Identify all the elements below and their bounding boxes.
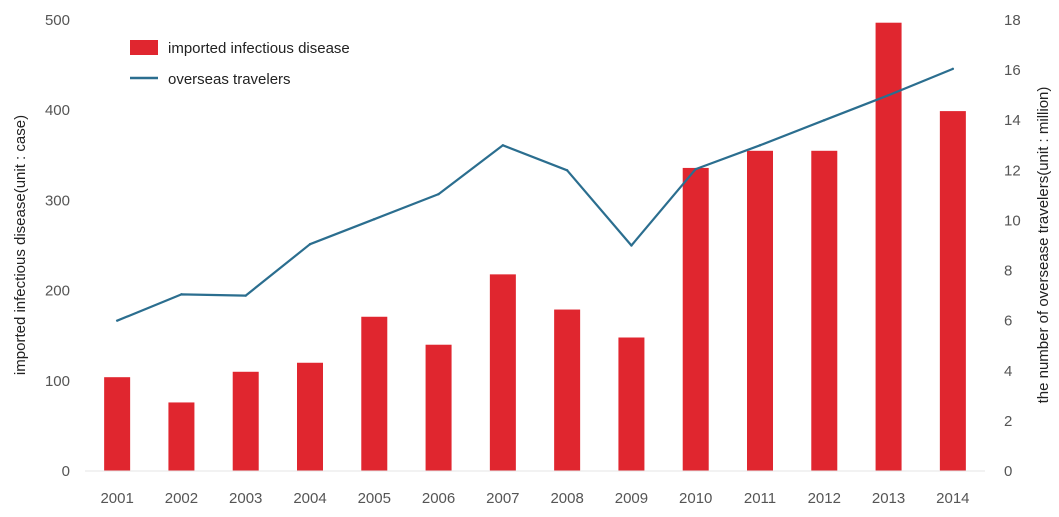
bar-series (104, 22, 966, 472)
bar-2005 (361, 316, 388, 471)
legend-label-bar: imported infectious disease (168, 40, 350, 57)
line-point-2008 (565, 169, 569, 172)
line-point-2005 (373, 217, 376, 221)
x-tick-label: 2014 (936, 490, 969, 507)
bar-2010 (682, 167, 709, 472)
bar-2012 (811, 150, 838, 472)
y2-tick-label: 16 (1004, 62, 1021, 79)
x-tick-label: 2004 (293, 490, 326, 507)
line-point-2001 (115, 319, 119, 322)
y-tick-label: 200 (45, 283, 70, 300)
y2-axis-title: the number of oversease travelers(unit :… (1035, 87, 1052, 404)
y2-tick-label: 2 (1004, 413, 1012, 430)
bar-2002 (168, 402, 195, 471)
left-axis-ticks: 0 100 200 300 400 500 (45, 12, 70, 480)
y2-tick-label: 10 (1004, 212, 1021, 229)
y-tick-label: 100 (45, 373, 70, 390)
y2-tick-label: 14 (1004, 112, 1021, 129)
y-axis-title: imported infectious disease(unit : case) (12, 115, 29, 375)
y-tick-label: 400 (45, 102, 70, 119)
line-point-2006 (437, 192, 440, 196)
bar-2001 (104, 377, 131, 471)
x-tick-label: 2003 (229, 490, 262, 507)
line-point-2004 (308, 243, 312, 246)
line-series (115, 67, 955, 322)
y2-tick-label: 6 (1004, 313, 1012, 330)
y-tick-label: 500 (45, 12, 70, 29)
x-tick-label: 2008 (550, 490, 583, 507)
line-point-2009 (630, 244, 633, 247)
y2-tick-label: 4 (1004, 363, 1012, 380)
line-point-2011 (758, 144, 762, 147)
line-point-2010 (694, 167, 697, 171)
bar-2008 (554, 309, 581, 471)
x-tick-label: 2001 (100, 490, 133, 507)
y2-tick-label: 18 (1004, 12, 1021, 29)
bar-2011 (747, 150, 773, 472)
right-axis-ticks: 0 2 4 6 8 10 12 14 16 18 (1004, 12, 1021, 480)
legend-swatch-bar (130, 40, 158, 55)
x-axis-ticks: 2001 2002 2003 2004 2005 2006 2007 2008 2009 2010… (100, 490, 969, 507)
legend-label-line: overseas travelers (168, 71, 291, 88)
x-tick-label: 2009 (615, 490, 648, 507)
y-tick-label: 0 (62, 463, 70, 480)
bar-2004 (297, 362, 323, 471)
line-point-2013 (887, 93, 890, 97)
bar-2009 (618, 337, 645, 471)
y2-tick-label: 8 (1004, 263, 1012, 280)
line-overseas-travelers (116, 67, 954, 322)
bar-2007 (489, 274, 516, 471)
legend: imported infectious disease overseas tra… (130, 40, 350, 88)
bar-2014 (939, 111, 966, 472)
x-tick-label: 2013 (872, 490, 905, 507)
line-point-2002 (180, 293, 183, 296)
x-tick-label: 2006 (422, 490, 455, 507)
bar-2006 (425, 344, 452, 471)
line-point-2003 (244, 294, 247, 297)
y2-tick-label: 12 (1004, 162, 1021, 179)
x-tick-label: 2005 (358, 490, 391, 507)
bar-2013 (875, 22, 902, 472)
y2-tick-label: 0 (1004, 463, 1012, 480)
x-tick-label: 2002 (165, 490, 198, 507)
line-point-2014 (951, 67, 955, 71)
x-tick-label: 2011 (744, 490, 776, 507)
line-point-2007 (501, 144, 505, 147)
x-tick-label: 2012 (808, 490, 841, 507)
line-point-2012 (823, 119, 826, 122)
bar-2003 (232, 371, 259, 471)
x-tick-label: 2007 (486, 490, 519, 507)
x-tick-label: 2010 (679, 490, 712, 507)
y-tick-label: 300 (45, 192, 70, 209)
